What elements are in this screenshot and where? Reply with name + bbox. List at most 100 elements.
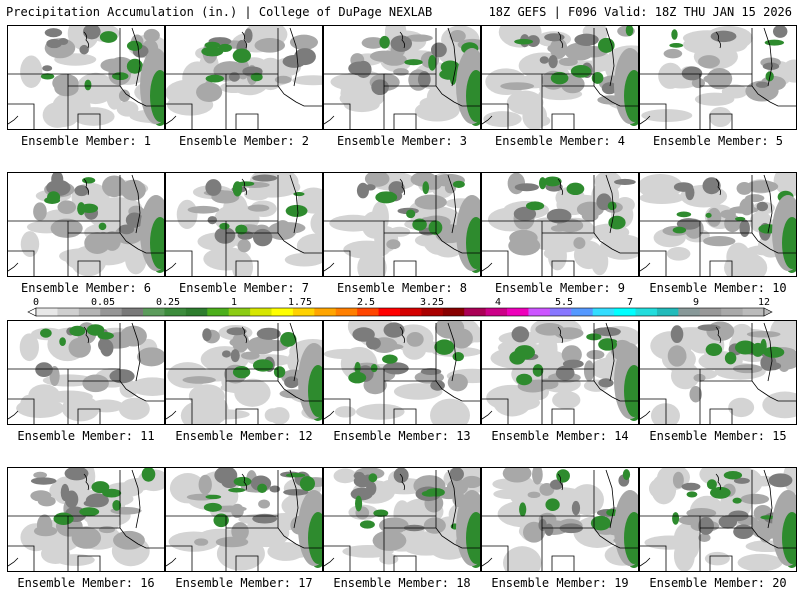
precip-contour-heavy (434, 339, 455, 355)
precip-contour-light (709, 106, 732, 128)
precip-contour-heavy (723, 471, 743, 480)
state-border (166, 103, 193, 129)
precip-contour-mid (573, 237, 586, 250)
precip-contour-light (511, 486, 531, 505)
ensemble-member-panel: Ensemble Member: 9 (481, 172, 639, 302)
colorbar-tick-label: 0.25 (155, 297, 181, 308)
precip-contour-mid (740, 493, 770, 505)
colorbar-swatch (36, 308, 58, 316)
state-border (166, 398, 193, 424)
precip-contour-heavy (69, 325, 86, 337)
precip-contour-heavy (91, 481, 110, 494)
ensemble-member-panel: Ensemble Member: 4 (481, 25, 639, 155)
precip-contour-dark (739, 219, 750, 238)
ensemble-member-label: Ensemble Member: 12 (165, 429, 323, 443)
precip-map (481, 172, 639, 277)
precip-map (165, 467, 323, 572)
precip-contour-mid (500, 82, 535, 91)
precip-map (481, 467, 639, 572)
precip-contour-mid (33, 202, 47, 221)
state-border (640, 103, 667, 129)
colorbar-swatch (721, 308, 744, 316)
colorbar-swatch (507, 308, 529, 316)
precip-contour-mid (231, 522, 249, 542)
precip-contour-heavy (724, 351, 737, 365)
state-border (166, 410, 177, 420)
precip-contour-mid (258, 499, 270, 509)
precip-contour-heavy (273, 366, 286, 378)
ensemble-member-label: Ensemble Member: 8 (323, 281, 481, 295)
precip-contour-mid (229, 338, 245, 347)
precip-contour-dark (733, 477, 750, 484)
precip-contour-dark (702, 177, 721, 195)
member-label-prefix: Ensemble Member: (17, 429, 141, 443)
precip-contour-heavy (205, 494, 222, 500)
state-border (399, 178, 406, 196)
colorbar-swatch (400, 308, 422, 316)
precip-contour-mid (372, 530, 407, 551)
precip-contour-dark (356, 182, 369, 199)
state-border (399, 473, 406, 491)
precip-contour-mid (240, 351, 260, 360)
precip-contour-mid (405, 34, 433, 42)
precip-contour-dark (42, 65, 53, 72)
precip-contour-mid (746, 331, 781, 338)
precip-contour-heavy (201, 46, 224, 57)
state-border (83, 31, 90, 49)
precip-contour-heavy (379, 35, 390, 49)
precip-contour-light (334, 406, 356, 418)
colorbar-swatch (635, 308, 658, 316)
precip-contour-dark (118, 224, 135, 235)
precip-contour-dark (614, 178, 636, 186)
precip-contour-dark (710, 30, 737, 43)
member-label-prefix: Ensemble Member: (178, 134, 302, 148)
precip-contour-heavy (509, 350, 526, 365)
precip-contour-heavy (624, 512, 638, 564)
member-label-prefix: Ensemble Member: (652, 134, 776, 148)
precip-contour-dark (539, 56, 549, 64)
member-number: 6 (143, 281, 152, 295)
precip-contour-light (252, 528, 288, 547)
precip-contour-heavy (466, 217, 480, 269)
colorbar-swatch (442, 308, 465, 316)
member-label-prefix: Ensemble Member: (494, 281, 618, 295)
ensemble-member-panel: Ensemble Member: 2 (165, 25, 323, 155)
precip-contour-heavy (232, 48, 252, 63)
precip-contour-dark (390, 35, 413, 52)
precip-contour-heavy (280, 332, 297, 347)
member-label-prefix: Ensemble Member: (649, 281, 773, 295)
precip-contour-heavy (308, 365, 322, 417)
precip-contour-heavy (232, 366, 251, 379)
precip-map (639, 25, 797, 130)
state-border (557, 473, 564, 491)
precip-contour-mid (118, 89, 131, 102)
ensemble-member-panel: Ensemble Member: 16 (7, 467, 165, 597)
colorbar-tick-label: 5.5 (554, 297, 574, 308)
precip-contour-mid (581, 210, 599, 222)
member-number: 8 (459, 281, 468, 295)
precip-contour-heavy (47, 191, 61, 204)
precip-contour-mid (123, 326, 135, 344)
precip-contour-dark (252, 228, 273, 247)
precip-contour-dark (352, 327, 375, 342)
state-border (131, 174, 141, 234)
precip-contour-heavy (734, 216, 746, 222)
precip-contour-heavy (126, 58, 144, 74)
member-number: 12 (298, 429, 313, 443)
state-border (83, 473, 90, 491)
precip-contour-heavy (59, 337, 66, 347)
precip-contour-heavy (452, 352, 464, 362)
state-border (399, 326, 406, 344)
precip-contour-heavy (126, 40, 143, 51)
member-label-prefix: Ensemble Member: (333, 576, 457, 590)
ensemble-member-label: Ensemble Member: 11 (7, 429, 165, 443)
precip-contour-heavy (84, 79, 92, 91)
ensemble-member-panel: Ensemble Member: 6 (7, 172, 165, 302)
state-border (8, 250, 35, 276)
precip-contour-light (197, 409, 250, 420)
precip-contour-dark (283, 488, 309, 496)
precip-contour-dark (760, 354, 777, 371)
precip-contour-mid (686, 508, 717, 519)
state-border (393, 408, 417, 424)
precip-contour-mid (535, 323, 565, 336)
